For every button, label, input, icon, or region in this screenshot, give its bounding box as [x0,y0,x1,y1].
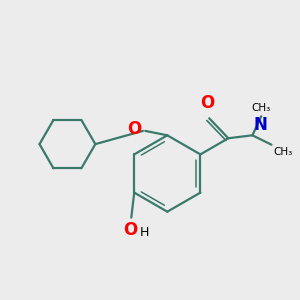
Text: O: O [128,120,142,138]
Text: O: O [201,94,215,112]
Text: O: O [123,221,137,239]
Text: CH₃: CH₃ [252,103,271,113]
Text: N: N [253,116,267,134]
Text: CH₃: CH₃ [274,147,293,157]
Text: H: H [140,226,149,239]
